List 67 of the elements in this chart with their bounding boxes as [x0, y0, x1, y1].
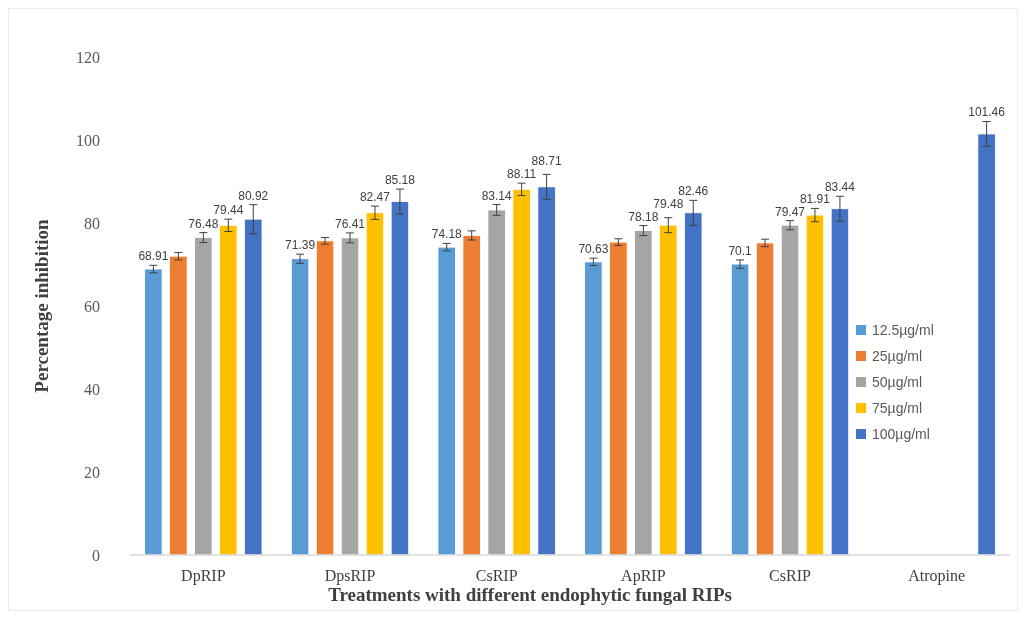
data-label: 70.63 — [578, 242, 609, 257]
bar — [584, 261, 603, 556]
legend-label: 100µg/ml — [872, 425, 930, 442]
data-label: 82.47 — [359, 190, 391, 205]
bar — [365, 212, 385, 556]
y-axis-title: Percentage inhibition — [31, 218, 52, 393]
data-label: 68.91 — [138, 249, 169, 264]
bar — [805, 214, 825, 556]
x-tick-label: ApRIP — [621, 567, 666, 585]
data-label: 71.39 — [285, 238, 316, 253]
bar — [977, 133, 996, 556]
data-label: 83.44 — [824, 180, 856, 195]
bar — [290, 258, 310, 556]
bar — [390, 201, 410, 556]
bar — [730, 263, 750, 556]
bar — [462, 235, 481, 556]
x-tick-label: DpsRIP — [324, 567, 376, 585]
bar — [340, 237, 360, 556]
bar — [684, 212, 703, 556]
data-label: 85.18 — [384, 173, 416, 188]
bar — [634, 230, 653, 556]
bar — [169, 255, 188, 556]
bar — [244, 218, 263, 556]
x-axis-title: Treatments with different endophytic fungal RIPs — [328, 584, 732, 605]
data-label: 88.71 — [531, 154, 562, 169]
bar — [437, 246, 456, 556]
legend-label: 25µg/ml — [872, 347, 923, 364]
bar — [780, 224, 800, 556]
bar — [487, 209, 506, 556]
data-label: 83.14 — [481, 188, 513, 203]
data-label: 74.18 — [431, 227, 463, 242]
data-label: 79.48 — [653, 196, 684, 211]
y-tick-label: 20 — [84, 463, 100, 481]
bar — [659, 224, 678, 556]
bar — [537, 186, 556, 556]
data-label: 79.47 — [774, 204, 806, 219]
bar — [315, 240, 335, 556]
data-label: 76.41 — [334, 216, 366, 231]
bar — [219, 224, 238, 556]
legend-label: 50µg/ml — [872, 373, 923, 390]
data-label: 101.46 — [968, 105, 1006, 120]
data-label: 80.92 — [238, 188, 269, 203]
y-tick-label: 80 — [84, 214, 100, 232]
data-label: 82.46 — [678, 184, 709, 199]
bar — [144, 268, 163, 556]
x-tick-label: CsRIP — [769, 567, 811, 584]
x-tick-label: CsRIP — [475, 567, 518, 584]
bar — [830, 208, 850, 556]
legend-label: 12.5µg/ml — [872, 321, 934, 338]
y-tick-label: 100 — [76, 131, 100, 149]
bar — [194, 237, 213, 556]
x-tick-label: Atropine — [908, 567, 966, 585]
data-label: 79.44 — [213, 203, 244, 218]
bar — [609, 241, 628, 556]
data-label: 70.1 — [728, 243, 753, 258]
x-tick-label: DpRIP — [181, 567, 226, 585]
data-label: 88.11 — [507, 167, 537, 182]
y-tick-label: 120 — [76, 48, 100, 66]
bar — [512, 188, 531, 556]
y-tick-label: 60 — [84, 297, 100, 315]
legend-label: 75µg/ml — [872, 399, 923, 416]
bar — [755, 242, 775, 556]
data-label: 81.91 — [799, 192, 831, 207]
data-label: 76.48 — [188, 216, 219, 231]
y-tick-label: 40 — [84, 380, 100, 398]
y-tick-label: 0 — [92, 546, 100, 564]
data-label: 78.18 — [628, 209, 659, 224]
